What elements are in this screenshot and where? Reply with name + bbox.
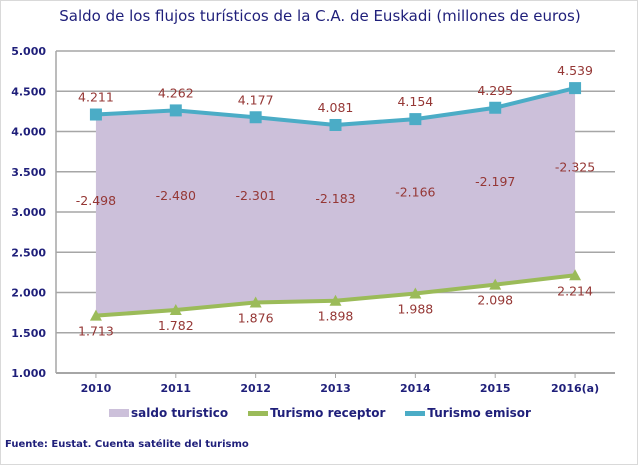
legend-swatch-receptor (248, 410, 269, 416)
legend-item-receptor: Turismo receptor (248, 406, 385, 420)
chart-title: Saldo de los flujos turísticos de la C.A… (59, 7, 581, 25)
saldo-data-label: -2.498 (76, 193, 116, 208)
chart-plot: 1.000 1.500 2.000 2.500 3.000 3.500 4.000 4.500… (11, 45, 615, 395)
emisor-data-label: 4.177 (238, 92, 274, 107)
x-tick-label: 2014 (400, 382, 431, 395)
y-tick-label: 3.000 (11, 206, 46, 219)
x-tick-label: 2015 (480, 382, 511, 395)
source-note: Fuente: Eustat. Cuenta satélite del turi… (5, 439, 249, 450)
legend-swatch-emisor (405, 410, 426, 416)
emisor-point (89, 108, 102, 121)
emisor-data-label: 4.154 (397, 94, 433, 109)
legend-label: Turismo receptor (270, 406, 386, 420)
receptor-data-label: 1.988 (397, 301, 433, 316)
emisor-data-label: 4.081 (318, 100, 354, 115)
y-tick-label: 5.000 (11, 45, 46, 58)
legend-label: Turismo emisor (427, 406, 531, 420)
x-tick-label: 2016(a) (551, 382, 599, 395)
saldo-data-label: -2.166 (395, 184, 435, 199)
receptor-point (249, 296, 262, 308)
receptor-point (169, 304, 182, 316)
receptor-data-label: 2.214 (557, 283, 593, 298)
saldo-data-label: -2.197 (475, 174, 515, 189)
emisor-data-label: 4.539 (557, 63, 593, 78)
receptor-point (89, 309, 102, 321)
emisor-point (489, 101, 502, 114)
y-tick-label: 4.000 (11, 126, 46, 139)
emisor-data-label: 4.211 (78, 90, 114, 105)
legend-item-emisor: Turismo emisor (405, 406, 531, 420)
legend: saldo turistico Turismo receptor Turismo… (1, 406, 638, 420)
y-tick-label: 1.000 (11, 367, 46, 380)
receptor-point (329, 294, 342, 306)
x-tick-label: 2010 (81, 382, 112, 395)
saldo-data-label: -2.480 (156, 188, 196, 203)
emisor-point (569, 82, 582, 95)
receptor-point (569, 269, 582, 281)
receptor-data-label: 2.098 (477, 293, 513, 308)
y-tick-label: 2.000 (11, 287, 46, 300)
emisor-data-label: 4.262 (158, 85, 194, 100)
x-tick-label: 2013 (320, 382, 351, 395)
legend-item-saldo: saldo turistico (109, 406, 228, 420)
saldo-data-label: -2.325 (555, 160, 595, 175)
legend-swatch-saldo (109, 409, 130, 417)
receptor-point (489, 278, 502, 290)
y-tick-label: 1.500 (11, 327, 46, 340)
receptor-data-label: 1.876 (238, 310, 274, 325)
receptor-data-label: 1.898 (318, 309, 354, 324)
saldo-data-label: -2.301 (235, 188, 275, 203)
emisor-data-label: 4.295 (477, 83, 513, 98)
y-tick-label: 2.500 (11, 246, 46, 259)
emisor-point (169, 104, 182, 117)
x-tick-label: 2012 (240, 382, 271, 395)
receptor-point (409, 287, 422, 299)
emisor-point (409, 113, 422, 126)
emisor-point (329, 118, 342, 131)
x-tick-label: 2011 (160, 382, 191, 395)
receptor-data-label: 1.782 (158, 318, 194, 333)
y-tick-label: 4.500 (11, 85, 46, 98)
saldo-data-label: -2.183 (315, 191, 355, 206)
saldo-area (95, 88, 576, 316)
legend-label: saldo turistico (131, 406, 229, 420)
emisor-point (249, 111, 262, 124)
y-tick-label: 3.500 (11, 166, 46, 179)
receptor-data-label: 1.713 (78, 324, 114, 339)
